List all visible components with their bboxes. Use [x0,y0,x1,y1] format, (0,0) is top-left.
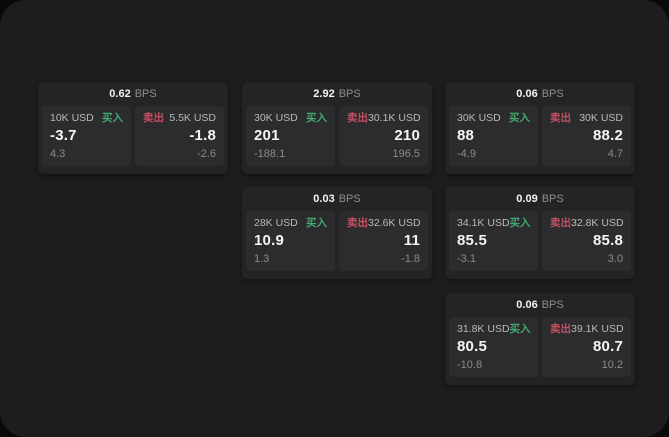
sell-amount: 32.6K USD [368,217,421,229]
sell-label: 卖出 [550,217,571,229]
buy-tile[interactable]: 10K USD 买入 -3.7 4.3 [42,106,131,166]
sell-tile[interactable]: 卖出 30.1K USD 210 196.5 [339,106,428,166]
buy-delta: -4.9 [457,148,476,160]
buy-label: 买入 [306,217,327,229]
sell-tile[interactable]: 卖出 32.8K USD 85.8 3.0 [542,211,631,271]
bps-value: 0.06 [516,298,538,311]
sell-tile[interactable]: 卖出 30K USD 88.2 4.7 [542,106,631,166]
buy-delta: 1.3 [254,253,270,265]
buy-price: 10.9 [254,231,284,249]
sell-delta: 196.5 [392,148,420,160]
bps-unit-label: BPS [338,87,361,100]
sell-label: 卖出 [347,112,368,124]
card-header: 0.62 BPS [38,82,228,106]
bps-unit-label: BPS [134,87,157,100]
buy-tile[interactable]: 30K USD 买入 88 -4.9 [449,106,538,166]
sell-delta: 3.0 [607,253,623,265]
buy-amount: 30K USD [457,112,501,124]
quote-card-5: 0.09 BPS 34.1K USD 买入 85.5 -3.1 卖出 32.8K… [445,187,635,279]
buy-label: 买入 [509,112,530,124]
buy-price: 88 [457,126,475,144]
sell-tile[interactable]: 卖出 5.5K USD -1.8 -2.6 [135,106,224,166]
bps-unit-label: BPS [338,192,361,205]
sell-delta: 4.7 [607,148,623,160]
bps-value: 0.62 [109,87,131,100]
buy-tile[interactable]: 31.8K USD 买入 80.5 -10.8 [449,317,538,377]
card-header: 0.09 BPS [445,187,635,211]
bps-value: 0.06 [516,87,538,100]
sell-price: 11 [403,231,420,249]
sell-price: 210 [394,126,420,144]
buy-label: 买入 [509,323,531,335]
sell-label: 卖出 [347,217,368,229]
sell-price: 88.2 [593,126,623,144]
buy-delta: 4.3 [50,148,66,160]
bps-value: 0.09 [516,192,538,205]
card-header: 2.92 BPS [242,82,432,106]
sell-delta: 10.2 [601,359,623,371]
quote-card-6: 0.06 BPS 31.8K USD 买入 80.5 -10.8 卖出 39.1… [445,293,635,385]
buy-price: -3.7 [50,126,77,144]
buy-price: 80.5 [457,337,487,355]
sell-amount: 30.1K USD [368,112,421,124]
quote-card-4: 0.03 BPS 28K USD 买入 10.9 1.3 卖出 32.6K US… [242,187,432,279]
sell-delta: -2.6 [197,148,216,160]
buy-label: 买入 [509,217,531,229]
bps-value: 0.03 [313,192,335,205]
quote-card-2: 2.92 BPS 30K USD 买入 201 -188.1 卖出 30.1K … [242,82,432,174]
sell-price: 85.8 [593,231,623,249]
sell-amount: 30K USD [579,112,623,124]
sell-price: -1.8 [189,126,216,144]
card-header: 0.06 BPS [445,293,635,317]
buy-delta: -3.1 [457,253,476,265]
buy-label: 买入 [306,112,327,124]
buy-price: 85.5 [457,231,487,249]
sell-label: 卖出 [143,112,164,124]
sell-delta: -1.8 [401,253,420,265]
buy-tile[interactable]: 30K USD 买入 201 -188.1 [246,106,335,166]
quote-card-1: 0.62 BPS 10K USD 买入 -3.7 4.3 卖出 5.5K USD [38,82,228,174]
bps-unit-label: BPS [541,298,564,311]
card-header: 0.06 BPS [445,82,635,106]
buy-tile[interactable]: 34.1K USD 买入 85.5 -3.1 [449,211,538,271]
buy-price: 201 [254,126,280,144]
buy-amount: 28K USD [254,217,298,229]
sell-amount: 32.8K USD [571,217,624,229]
sell-tile[interactable]: 卖出 32.6K USD 11 -1.8 [339,211,428,271]
buy-tile[interactable]: 28K USD 买入 10.9 1.3 [246,211,335,271]
bps-unit-label: BPS [541,87,564,100]
bps-value: 2.92 [313,87,335,100]
sell-amount: 39.1K USD [571,323,624,335]
buy-amount: 34.1K USD [457,217,510,229]
quote-card-3: 0.06 BPS 30K USD 买入 88 -4.9 卖出 30K USD [445,82,635,174]
sell-label: 卖出 [550,112,571,124]
buy-delta: -188.1 [254,148,286,160]
buy-amount: 30K USD [254,112,298,124]
sell-price: 80.7 [593,337,623,355]
buy-delta: -10.8 [457,359,483,371]
buy-label: 买入 [102,112,123,124]
sell-amount: 5.5K USD [169,112,216,124]
buy-amount: 31.8K USD [457,323,510,335]
buy-amount: 10K USD [50,112,94,124]
bps-unit-label: BPS [541,192,564,205]
sell-tile[interactable]: 卖出 39.1K USD 80.7 10.2 [542,317,631,377]
sell-label: 卖出 [550,323,571,335]
card-header: 0.03 BPS [242,187,432,211]
